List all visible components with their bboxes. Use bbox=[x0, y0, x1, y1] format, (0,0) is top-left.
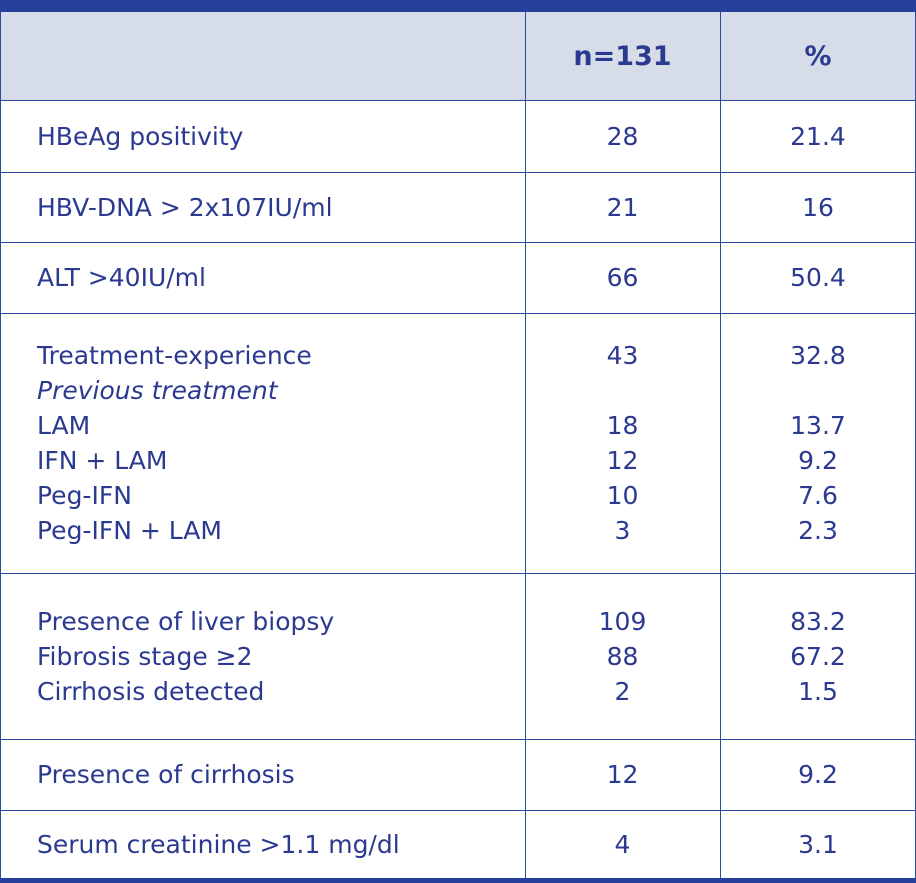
count: 21 bbox=[606, 192, 639, 222]
table-cell: Serum creatinine >1.1 mg/dl bbox=[37, 810, 517, 878]
row-label: Cirrhosis detected bbox=[37, 676, 265, 706]
bottom-border bbox=[0, 878, 916, 883]
count: 2 bbox=[614, 676, 631, 706]
table-cell: Presence of cirrhosis bbox=[37, 739, 517, 810]
count: 66 bbox=[606, 263, 639, 292]
count: 28 bbox=[606, 121, 639, 151]
row-label: LAM bbox=[37, 411, 91, 440]
table-cell: 50.4 bbox=[720, 242, 916, 313]
header-cell: n=131 bbox=[525, 12, 720, 100]
table-row: HBV-DNA > 2x107IU/ml 21 16 bbox=[0, 172, 916, 242]
table-cell: 4 bbox=[525, 810, 720, 878]
percent: 3.1 bbox=[798, 829, 838, 859]
percent: 7.6 bbox=[798, 481, 838, 510]
table-row: Treatment-experience Previous treatment LA… bbox=[0, 313, 916, 573]
percent: 50.4 bbox=[790, 263, 846, 292]
table-cell: 43 18 12 10 3 bbox=[525, 313, 720, 573]
row-divider bbox=[0, 810, 916, 811]
row-label: HBV-DNA > 2x107IU/ml bbox=[37, 192, 333, 222]
row-label: Peg-IFN bbox=[37, 481, 132, 510]
row-divider bbox=[0, 573, 916, 574]
table-row: Presence of liver biopsy Fibrosis stage ≥… bbox=[0, 573, 916, 739]
table-row: Presence of cirrhosis 12 9.2 bbox=[0, 739, 916, 810]
header-row: n=131 % bbox=[0, 12, 916, 100]
percent: 83.2 bbox=[790, 606, 846, 636]
count: 10 bbox=[606, 481, 639, 510]
row-label: Peg-IFN + LAM bbox=[37, 516, 222, 545]
count: 12 bbox=[606, 446, 639, 475]
table-row: Serum creatinine >1.1 mg/dl 4 3.1 bbox=[0, 810, 916, 878]
table-row: ALT >40IU/ml 66 50.4 bbox=[0, 242, 916, 313]
row-divider bbox=[0, 739, 916, 740]
table-cell: 21.4 bbox=[720, 100, 916, 172]
count: 3 bbox=[614, 516, 631, 545]
percent: 1.5 bbox=[798, 676, 838, 706]
table-cell: 109 88 2 bbox=[525, 573, 720, 739]
row-label: HBeAg positivity bbox=[37, 121, 244, 151]
table-cell: 12 bbox=[525, 739, 720, 810]
row-divider bbox=[0, 313, 916, 314]
percent: 21.4 bbox=[790, 121, 846, 151]
row-divider bbox=[0, 100, 916, 101]
table-cell: 16 bbox=[720, 172, 916, 242]
row-label: IFN + LAM bbox=[37, 446, 168, 475]
row-label: ALT >40IU/ml bbox=[37, 263, 206, 292]
row-label: Treatment-experience bbox=[37, 341, 312, 370]
table-cell: Presence of liver biopsy Fibrosis stage ≥… bbox=[37, 573, 517, 739]
count: 109 bbox=[598, 606, 647, 636]
table-cell: 32.8 13.7 9.2 7.6 2.3 bbox=[720, 313, 916, 573]
column-divider bbox=[525, 12, 526, 878]
percent: 2.3 bbox=[798, 516, 838, 545]
percent: 67.2 bbox=[790, 641, 846, 671]
table-cell: 66 bbox=[525, 242, 720, 313]
column-divider bbox=[0, 12, 1, 878]
row-label: Presence of cirrhosis bbox=[37, 760, 295, 789]
row-label: Previous treatment bbox=[37, 376, 278, 405]
percent: 13.7 bbox=[790, 411, 846, 440]
count: 43 bbox=[606, 341, 639, 370]
row-label: Serum creatinine >1.1 mg/dl bbox=[37, 829, 400, 859]
top-border bbox=[0, 0, 916, 12]
row-label: Presence of liver biopsy bbox=[37, 606, 335, 636]
row-divider bbox=[0, 242, 916, 243]
header-text: % bbox=[804, 40, 832, 72]
table-cell: 9.2 bbox=[720, 739, 916, 810]
table-cell: 3.1 bbox=[720, 810, 916, 878]
percent: 32.8 bbox=[790, 341, 846, 370]
percent: 9.2 bbox=[798, 446, 838, 475]
header-cell: % bbox=[720, 12, 916, 100]
table-cell: HBeAg positivity bbox=[37, 100, 517, 172]
count: 12 bbox=[606, 760, 639, 789]
table-cell: 83.2 67.2 1.5 bbox=[720, 573, 916, 739]
count: 18 bbox=[606, 411, 639, 440]
table-cell: ALT >40IU/ml bbox=[37, 242, 517, 313]
row-divider bbox=[0, 172, 916, 173]
percent: 9.2 bbox=[798, 760, 838, 789]
table-row: HBeAg positivity 28 21.4 bbox=[0, 100, 916, 172]
table-cell: Treatment-experience Previous treatment LA… bbox=[37, 313, 517, 573]
column-divider bbox=[720, 12, 721, 878]
table-cell: 28 bbox=[525, 100, 720, 172]
percent: 16 bbox=[802, 192, 834, 222]
table-cell: 21 bbox=[525, 172, 720, 242]
count: 4 bbox=[614, 829, 631, 859]
table-cell: HBV-DNA > 2x107IU/ml bbox=[37, 172, 517, 242]
count: 88 bbox=[606, 641, 639, 671]
header-text: n=131 bbox=[573, 40, 672, 72]
row-label: Fibrosis stage ≥2 bbox=[37, 641, 253, 671]
